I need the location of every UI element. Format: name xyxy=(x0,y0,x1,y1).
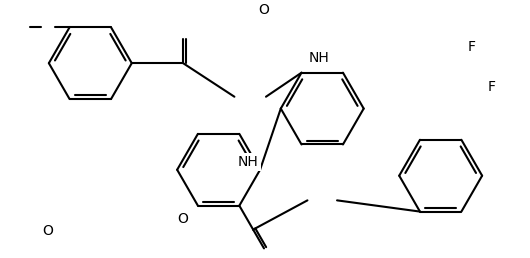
Text: F: F xyxy=(467,40,475,54)
Text: NH: NH xyxy=(238,155,259,169)
Text: O: O xyxy=(178,212,189,226)
Text: F: F xyxy=(488,80,496,94)
Text: O: O xyxy=(42,224,54,238)
Text: O: O xyxy=(259,3,269,17)
Text: NH: NH xyxy=(309,51,330,65)
